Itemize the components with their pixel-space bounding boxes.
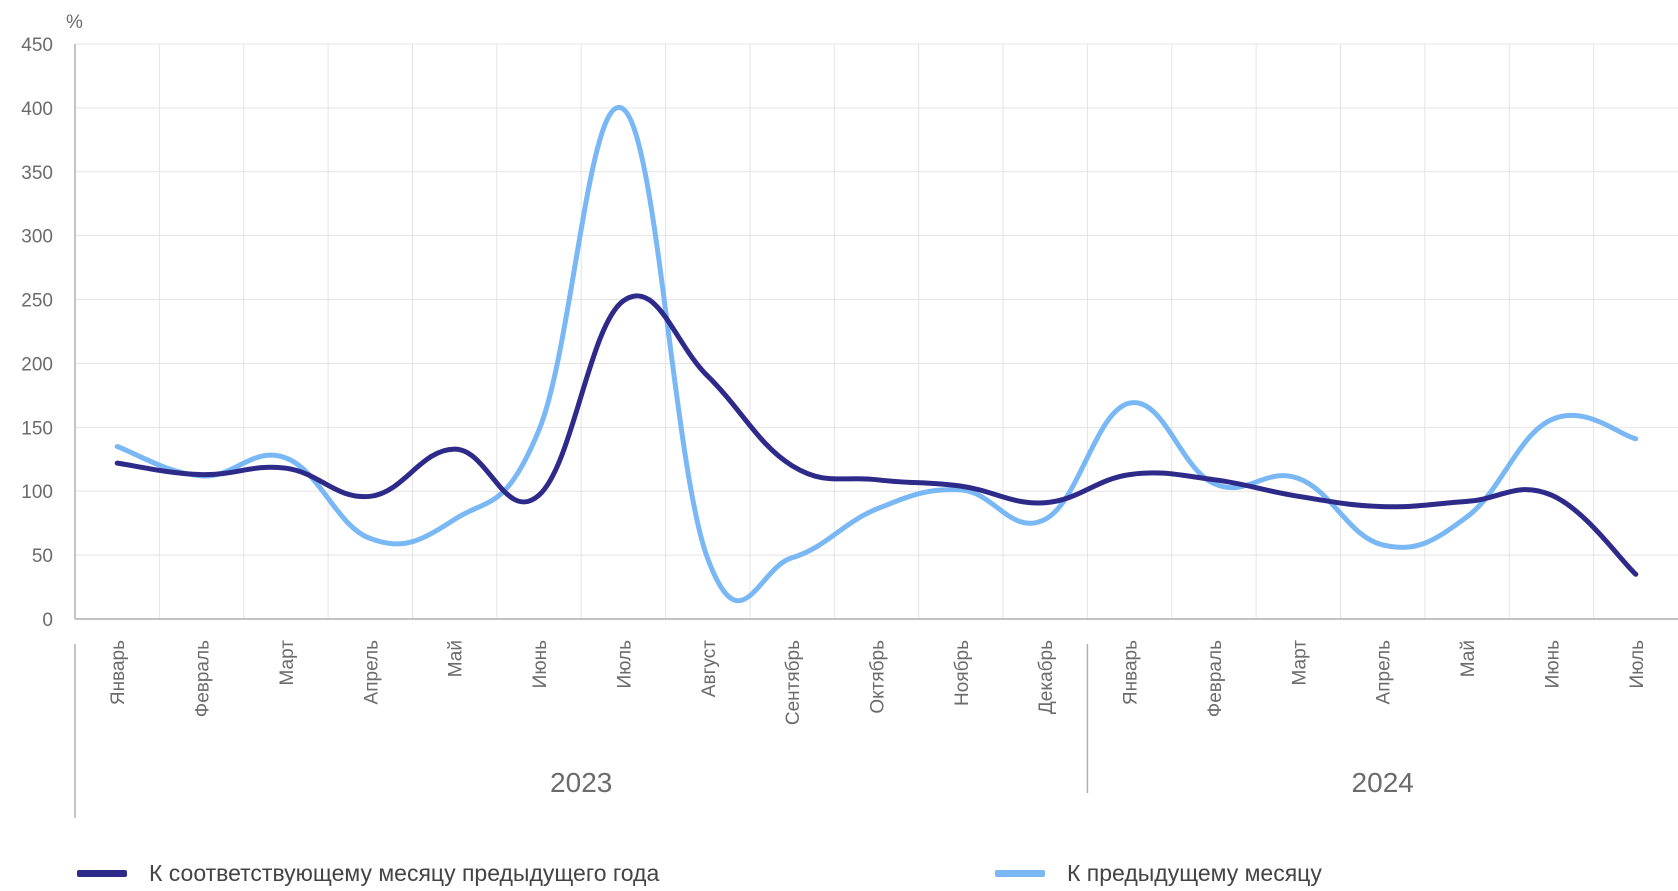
- x-tick-label-10: Ноябрь: [952, 640, 973, 706]
- x-tick-label-17: Июнь: [1542, 640, 1563, 688]
- series-line-0: [114, 293, 1639, 577]
- y-tick-label-8: 400: [21, 99, 53, 120]
- legend-label-mom: К предыдущему месяцу: [1067, 859, 1322, 886]
- group-label-2024: 2024: [1352, 767, 1414, 798]
- x-tick-label-4: Май: [446, 640, 467, 677]
- x-tick-label-14: Март: [1289, 640, 1310, 686]
- legend-label-yoy: К соответствующему месяцу предыдущего го…: [149, 859, 660, 886]
- x-tick-label-16: Май: [1458, 640, 1479, 677]
- group-label-2023: 2023: [550, 767, 612, 798]
- x-tick-label-6: Июль: [614, 640, 635, 689]
- y-tick-label-7: 350: [21, 163, 53, 184]
- grid: [75, 43, 1678, 619]
- year-group-labels: 2023 2024: [550, 767, 1414, 798]
- x-tick-labels: Январь Февраль Март Апрель Май Июнь Июль Август…: [108, 640, 1648, 725]
- y-tick-label-3: 150: [21, 418, 53, 439]
- y-tick-label-1: 50: [32, 546, 53, 567]
- x-tick-label-11: Декабрь: [1036, 640, 1057, 714]
- y-tick-label-4: 200: [21, 354, 53, 375]
- x-tick-label-9: Октябрь: [868, 640, 889, 714]
- legend-swatch-mom: [995, 869, 1045, 877]
- y-tick-label-2: 100: [21, 482, 53, 503]
- series-line-1: [114, 104, 1639, 604]
- y-tick-label-6: 300: [21, 227, 53, 248]
- x-tick-label-5: Июнь: [530, 640, 551, 688]
- y-tick-label-9: 450: [21, 35, 53, 56]
- series-lines: [114, 104, 1639, 604]
- y-unit-label: %: [66, 12, 83, 33]
- x-tick-label-8: Сентябрь: [783, 640, 804, 725]
- legend-swatch-yoy: [77, 869, 127, 877]
- y-tick-labels: 0 50 100 150 200 250 300 350 400 450: [21, 35, 53, 631]
- axes: [74, 44, 1678, 818]
- x-tick-label-2: Март: [277, 640, 298, 686]
- x-tick-label-13: Февраль: [1205, 640, 1226, 717]
- x-tick-label-7: Август: [699, 640, 720, 697]
- legend-item-yoy: К соответствующему месяцу предыдущего го…: [77, 858, 659, 888]
- x-tick-label-0: Январь: [108, 640, 129, 705]
- x-tick-label-12: Январь: [1121, 640, 1142, 705]
- x-tick-label-3: Апрель: [361, 640, 382, 705]
- y-tick-label-5: 250: [21, 291, 53, 312]
- x-tick-label-15: Апрель: [1374, 640, 1395, 705]
- x-tick-label-18: Июль: [1627, 640, 1648, 689]
- x-tick-label-1: Февраль: [193, 640, 214, 717]
- y-tick-label-0: 0: [42, 610, 53, 631]
- legend-item-mom: К предыдущему месяцу: [995, 858, 1322, 888]
